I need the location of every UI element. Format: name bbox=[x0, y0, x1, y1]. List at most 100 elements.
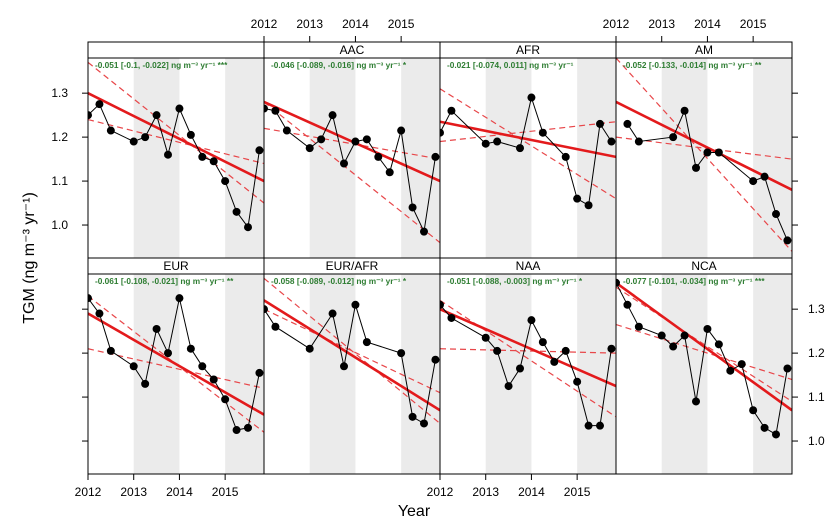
y-tick-label: 1.1 bbox=[808, 390, 825, 404]
panel-title: AM bbox=[695, 43, 713, 57]
data-point bbox=[271, 322, 280, 331]
data-point bbox=[106, 346, 115, 355]
panel-4: AM -0.052 [-0.133, -0.014] ng m⁻³ yr⁻¹ ** bbox=[615, 41, 793, 259]
data-point bbox=[374, 152, 383, 161]
data-point bbox=[538, 128, 547, 137]
x-tick-label: 2014 bbox=[694, 17, 721, 31]
y-tick-label: 1.0 bbox=[808, 434, 825, 448]
data-point bbox=[209, 157, 218, 166]
data-point bbox=[328, 111, 337, 120]
panel-title: EUR bbox=[163, 259, 189, 273]
trend-line bbox=[440, 307, 616, 388]
panel-lines bbox=[264, 100, 440, 244]
trend-annotation: -0.061 [-0.108, -0.021] ng m⁻³ yr⁻¹ ** bbox=[95, 276, 234, 286]
panel-2: AAC -0.046 [-0.089, -0.016] ng m⁻³ yr⁻¹ * bbox=[263, 41, 441, 259]
data-point bbox=[244, 223, 252, 232]
data-point bbox=[232, 426, 241, 435]
data-point bbox=[106, 126, 115, 135]
data-point bbox=[669, 342, 678, 351]
x-axis-title: Year bbox=[398, 503, 431, 520]
x-tick-label: 2015 bbox=[564, 485, 591, 499]
panel-7: NAA -0.051 [-0.088, -0.003] ng m⁻³ yr⁻¹ * bbox=[439, 257, 617, 475]
x-tick-label: 2012 bbox=[251, 17, 278, 31]
y-tick-label: 1.1 bbox=[51, 174, 68, 188]
data-point bbox=[271, 106, 280, 115]
data-point bbox=[209, 375, 218, 384]
data-point bbox=[305, 344, 314, 353]
data-point bbox=[634, 137, 643, 146]
y-axis-left: 1.0 1.1 1.2 1.3 bbox=[51, 86, 798, 232]
y-tick-label: 1.3 bbox=[808, 302, 825, 316]
shaded-band bbox=[485, 58, 532, 258]
data-point bbox=[420, 227, 428, 236]
data-point bbox=[584, 201, 593, 210]
panel-lines bbox=[264, 277, 440, 428]
ci-line bbox=[264, 101, 440, 244]
trend-annotation: -0.021 [-0.074, 0.011] ng m⁻³ yr⁻¹ bbox=[447, 60, 574, 70]
data-point bbox=[264, 305, 268, 314]
trend-line bbox=[88, 312, 264, 416]
shaded-band bbox=[661, 274, 708, 474]
y-tick-label: 1.0 bbox=[51, 218, 68, 232]
data-point bbox=[561, 152, 570, 161]
data-point bbox=[351, 137, 360, 146]
data-point bbox=[447, 313, 456, 322]
data-point bbox=[362, 338, 371, 347]
panel-lines bbox=[88, 61, 264, 232]
data-point bbox=[749, 406, 758, 415]
data-point bbox=[141, 133, 150, 142]
data-point bbox=[772, 430, 780, 439]
trend-annotation: -0.051 [-0.088, -0.003] ng m⁻³ yr⁻¹ * bbox=[447, 276, 583, 286]
data-point bbox=[317, 135, 326, 144]
data-point bbox=[760, 423, 769, 432]
x-axis-top-4: 2012 2013 2014 2015 bbox=[603, 17, 767, 42]
data-point bbox=[408, 412, 417, 421]
panel-lines bbox=[440, 88, 616, 210]
panel-lines bbox=[616, 278, 792, 439]
data-point bbox=[584, 421, 593, 430]
data-point bbox=[95, 100, 104, 109]
data-point bbox=[431, 152, 440, 161]
x-tick-label: 2013 bbox=[648, 17, 675, 31]
data-point bbox=[221, 395, 230, 404]
data-point bbox=[714, 340, 723, 349]
panel-lines bbox=[88, 294, 264, 435]
data-point bbox=[527, 93, 536, 102]
x-tick-label: 2015 bbox=[212, 485, 239, 499]
panel-title: AAC bbox=[340, 43, 365, 57]
y-axis-right: 1.0 1.1 1.2 1.3 bbox=[82, 302, 825, 448]
series-line bbox=[440, 95, 612, 207]
panel-title: NAA bbox=[516, 259, 541, 273]
data-point bbox=[328, 309, 337, 318]
shaded-band bbox=[577, 58, 616, 258]
shaded-band bbox=[133, 58, 180, 258]
data-point bbox=[351, 300, 360, 309]
x-axis-top-2: 2012 2013 2014 2015 bbox=[251, 17, 415, 42]
data-point bbox=[129, 362, 138, 371]
data-point bbox=[420, 419, 428, 428]
data-point bbox=[527, 316, 536, 325]
ci-line bbox=[440, 299, 616, 418]
data-point bbox=[607, 344, 616, 353]
data-point bbox=[538, 338, 547, 347]
panel-title: AFR bbox=[516, 43, 540, 57]
data-point bbox=[516, 144, 524, 153]
y-tick-label: 1.2 bbox=[808, 346, 825, 360]
data-point bbox=[385, 168, 394, 177]
data-point bbox=[447, 106, 456, 115]
data-point bbox=[772, 210, 780, 219]
data-point bbox=[164, 349, 172, 358]
shaded-band bbox=[309, 274, 356, 474]
x-tick-label: 2015 bbox=[388, 17, 415, 31]
data-point bbox=[129, 137, 138, 146]
data-point bbox=[397, 349, 406, 358]
data-point bbox=[340, 159, 348, 168]
shaded-band bbox=[577, 274, 616, 474]
trend-line bbox=[616, 281, 792, 412]
trend-annotation: -0.046 [-0.089, -0.016] ng m⁻³ yr⁻¹ * bbox=[271, 60, 407, 70]
data-point bbox=[397, 126, 406, 135]
data-point bbox=[516, 364, 524, 373]
data-point bbox=[282, 126, 291, 135]
data-point bbox=[692, 397, 700, 406]
